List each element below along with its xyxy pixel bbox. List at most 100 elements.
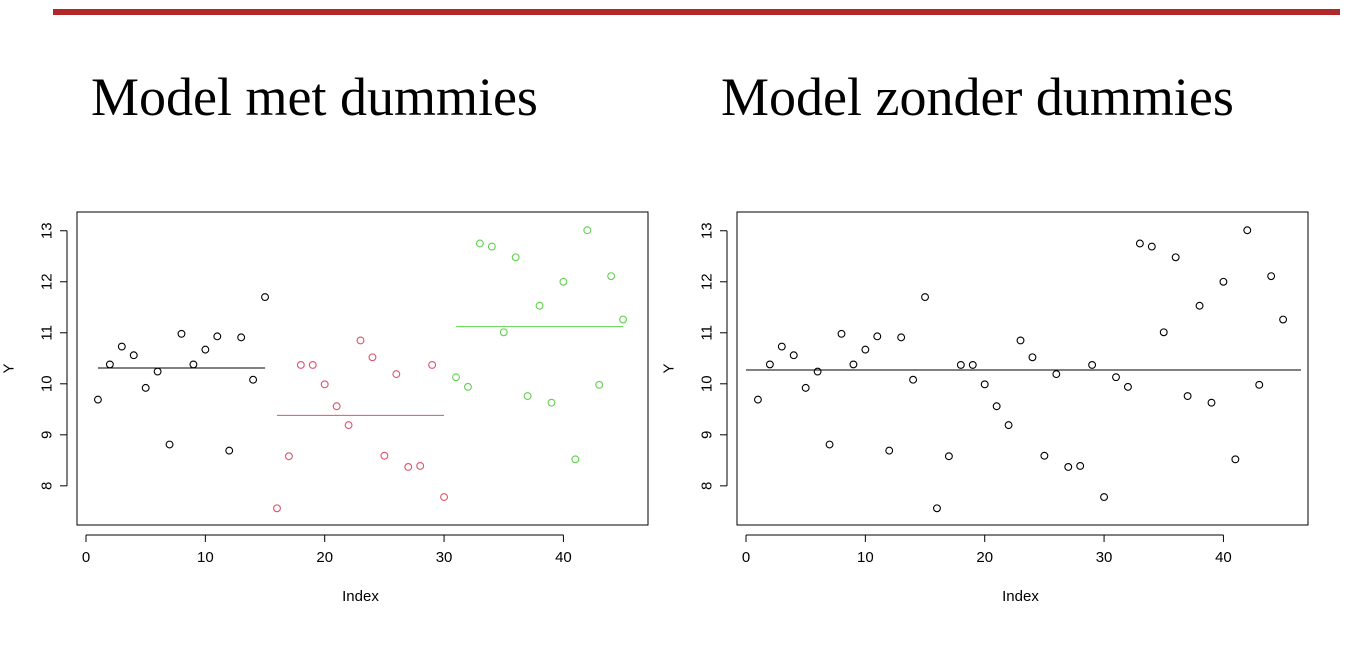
x-tick-label-left: 10 <box>197 549 214 566</box>
data-point-left-3 <box>475 239 484 248</box>
data-point-right-1 <box>1112 373 1120 382</box>
data-point-left-3 <box>535 301 544 310</box>
data-point-right-1 <box>1052 370 1061 379</box>
data-point-left-1 <box>153 367 162 376</box>
y-tick-label-right: 9 <box>699 431 716 439</box>
scatter-plot-right: 0 10 20 30 40 8 9 10 11 12 13 Index Y <box>661 211 1309 605</box>
data-point-right-1 <box>777 342 786 351</box>
y-tick-label-left: 10 <box>39 375 56 392</box>
data-point-left-2 <box>368 353 377 362</box>
data-point-left-1 <box>141 383 150 392</box>
data-point-left-2 <box>320 380 329 389</box>
data-point-right-1 <box>933 504 941 513</box>
y-tick-label-left: 13 <box>39 222 56 239</box>
data-point-right-1 <box>1159 328 1168 337</box>
data-point-right-1 <box>1100 493 1109 502</box>
data-point-right-1 <box>1028 353 1037 362</box>
data-point-right-1 <box>1279 315 1288 324</box>
chart-title-right: Model zonder dummies <box>721 67 1234 127</box>
data-point-left-3 <box>571 455 580 464</box>
data-point-left-1 <box>237 333 246 342</box>
data-point-right-1 <box>956 360 965 369</box>
x-tick-label-right: 0 <box>742 549 750 566</box>
data-point-left-2 <box>296 360 305 369</box>
data-point-right-1 <box>909 375 918 384</box>
data-point-right-1 <box>801 383 810 392</box>
data-point-right-1 <box>944 452 953 461</box>
data-point-right-1 <box>873 332 882 341</box>
y-axis-label-right: Y <box>661 363 678 373</box>
data-point-left-2 <box>284 452 293 461</box>
data-point-left-2 <box>308 360 317 369</box>
data-point-left-2 <box>440 493 449 502</box>
scatter-plot-left: 0 10 20 30 40 8 9 10 11 12 13 Index Y <box>1 211 649 605</box>
x-axis-label-right: Index <box>1002 588 1039 605</box>
data-point-right-1 <box>897 333 906 342</box>
data-point-right-1 <box>968 360 977 369</box>
data-point-left-2 <box>273 504 281 513</box>
data-point-left-2 <box>392 370 401 379</box>
data-point-right-1 <box>885 446 894 455</box>
data-point-left-3 <box>619 315 628 324</box>
header-rule <box>53 9 1340 15</box>
data-point-right-1 <box>1040 451 1049 460</box>
data-point-left-1 <box>165 440 174 449</box>
data-point-left-1 <box>177 329 186 338</box>
y-tick-label-right: 10 <box>699 375 716 392</box>
x-tick-label-left: 40 <box>555 549 572 566</box>
data-point-right-1 <box>1076 461 1085 470</box>
y-axis-label-left: Y <box>1 363 18 373</box>
data-point-left-1 <box>105 360 114 369</box>
data-point-right-1 <box>1135 239 1144 248</box>
data-point-right-1 <box>825 440 834 449</box>
data-point-right-1 <box>1255 380 1264 389</box>
plot-frame-right <box>736 211 1309 526</box>
data-point-right-1 <box>1219 277 1228 286</box>
data-point-left-3 <box>499 328 508 337</box>
data-point-left-1 <box>93 395 102 404</box>
data-point-left-1 <box>129 351 138 360</box>
data-point-left-3 <box>463 382 472 391</box>
data-point-left-1 <box>189 360 198 369</box>
data-point-left-3 <box>523 392 532 400</box>
data-point-right-1 <box>1267 272 1276 281</box>
data-point-left-3 <box>487 242 496 251</box>
y-tick-label-right: 12 <box>699 273 716 290</box>
data-point-left-3 <box>547 398 556 407</box>
data-point-right-1 <box>1004 421 1013 430</box>
data-point-left-1 <box>201 345 210 354</box>
data-point-left-1 <box>213 332 222 341</box>
data-point-right-1 <box>1243 226 1252 235</box>
data-point-left-3 <box>559 277 568 286</box>
data-point-right-1 <box>813 367 822 376</box>
x-tick-label-left: 30 <box>436 549 453 566</box>
data-point-right-1 <box>980 380 989 389</box>
data-point-left-2 <box>380 451 389 460</box>
data-point-left-2 <box>344 421 353 430</box>
x-tick-label-right: 40 <box>1215 549 1232 566</box>
data-point-left-3 <box>607 272 616 281</box>
data-point-right-1 <box>1147 242 1156 251</box>
data-point-left-1 <box>117 342 126 351</box>
data-point-right-1 <box>765 360 774 369</box>
data-point-right-1 <box>1207 398 1216 407</box>
data-point-left-3 <box>583 226 592 235</box>
data-point-right-1 <box>1088 360 1097 369</box>
y-tick-label-right: 13 <box>699 222 716 239</box>
x-tick-label-right: 10 <box>857 549 874 566</box>
y-tick-label-left: 8 <box>39 482 56 490</box>
y-tick-label-right: 8 <box>699 482 716 490</box>
data-point-right-1 <box>837 329 846 338</box>
x-tick-label-left: 0 <box>82 549 90 566</box>
data-point-left-2 <box>332 402 341 411</box>
data-point-left-2 <box>404 463 413 471</box>
data-point-right-1 <box>1016 336 1025 345</box>
data-point-left-3 <box>595 380 604 389</box>
data-point-left-3 <box>511 253 520 262</box>
chart-title-left: Model met dummies <box>91 67 538 127</box>
data-point-left-1 <box>249 375 258 384</box>
data-point-left-2 <box>416 461 425 470</box>
data-point-right-1 <box>861 345 870 354</box>
data-point-left-1 <box>225 446 234 455</box>
data-point-right-1 <box>1123 382 1132 391</box>
